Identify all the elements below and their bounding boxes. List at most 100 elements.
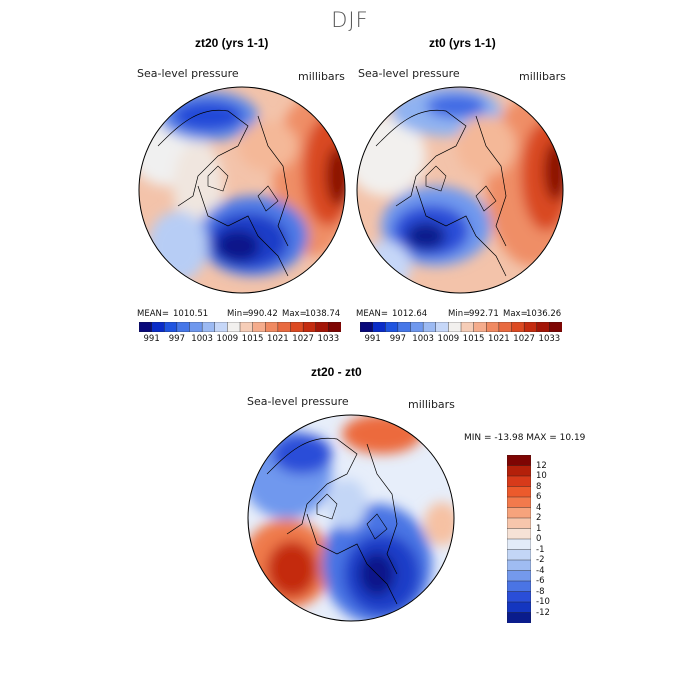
panel-2-max-value: 1036.26 <box>526 309 562 319</box>
panel-2-colorbar-tick-label: 1021 <box>488 334 510 344</box>
panel-3-colorbar-swatch <box>507 601 531 614</box>
panel-2-min-value: 992.71 <box>469 309 499 319</box>
panel-1-colorbar-swatch <box>189 322 203 332</box>
panel-2-polar-map <box>356 86 564 294</box>
panel-1-colorbar-tick-label: 991 <box>143 334 160 344</box>
panel-1-colorbar-tick-label: 1015 <box>241 334 264 344</box>
panel-1-colorbar-swatch <box>252 322 266 332</box>
panel-1-min-value: 990.42 <box>248 309 278 319</box>
panel-3-colorbar-tick-label: 10 <box>536 471 547 481</box>
panel-2-colorbar-swatch <box>422 322 437 332</box>
panel-2-colorbar-swatch <box>511 322 525 332</box>
panel-3-colorbar-swatch <box>507 612 531 623</box>
panel-1-colorbar-swatch <box>139 322 153 332</box>
panel-1-max-label: Max= <box>282 309 307 319</box>
panel-2-variable-label: Sea-level pressure <box>358 67 460 80</box>
panel-2-title: zt0 (yrs 1-1) <box>429 36 496 50</box>
panel-1-colorbar-tick-label: 1009 <box>216 334 239 344</box>
panel-2-min-label: Min= <box>448 309 471 319</box>
panel-2-colorbar-tick-label: 1009 <box>437 334 460 344</box>
panel-2-colorbar-swatch <box>523 322 538 332</box>
panel-2-colorbar-swatch <box>385 322 399 332</box>
panel-3-units-label: millibars <box>408 398 455 411</box>
panel-2-mean-value: 1012.64 <box>392 309 428 319</box>
panel-1-variable-label: Sea-level pressure <box>137 67 239 80</box>
panel-1-colorbar-swatch <box>176 322 191 332</box>
panel-3-colorbar-ticks: 12 10 8 6 4 2 1 0 -1 -2 -4 -6 -8 -10 -12 <box>536 455 576 623</box>
panel-3-colorbar-swatch <box>507 591 531 603</box>
panel-3-colorbar-tick-label: -2 <box>536 555 545 565</box>
panel-1-max-value: 1038.74 <box>305 309 341 319</box>
figure-title: DJF <box>331 8 369 32</box>
panel-1-mean-label: MEAN= <box>137 309 169 319</box>
panel-1-min-label: Min= <box>227 309 250 319</box>
panel-3-colorbar-tick-label: -6 <box>536 576 545 586</box>
panel-3-colorbar-tick-label: 12 <box>536 460 547 471</box>
panel-1-colorbar-tick-label: 1027 <box>292 334 314 344</box>
panel-3-colorbar-swatch <box>507 486 531 498</box>
panel-1-colorbar-swatch <box>328 322 341 332</box>
panel-1-colorbar-swatch <box>227 322 241 332</box>
panel-3-title: zt20 - zt0 <box>311 365 362 379</box>
panel-3-colorbar-tick-label: -4 <box>536 565 545 576</box>
panel-2-colorbar-swatch <box>473 322 487 332</box>
panel-2-mean-label: MEAN= <box>356 309 388 319</box>
panel-2-colorbar-swatch <box>397 322 412 332</box>
panel-3-colorbar-tick-label: 8 <box>536 481 542 492</box>
panel-1-colorbar-ticks: 991 997 1003 1009 1015 1021 1027 1033 <box>139 334 341 346</box>
panel-1-colorbar-tick-label: 1003 <box>191 334 213 344</box>
panel-1-colorbar <box>139 322 341 332</box>
panel-1-colorbar-swatch <box>151 322 165 332</box>
panel-2-colorbar-tick-label: 1015 <box>462 334 485 344</box>
panel-2-max-label: Max= <box>503 309 528 319</box>
panel-1-colorbar-tick-label: 1021 <box>267 334 289 344</box>
panel-3-colorbar-swatch <box>507 475 531 488</box>
panel-2-colorbar-swatch <box>372 322 386 332</box>
panel-1-title: zt20 (yrs 1-1) <box>195 36 269 50</box>
panel-2-colorbar-tick-label: 1033 <box>538 334 561 344</box>
panel-1-mean-value: 1010.51 <box>173 309 209 319</box>
panel-3-colorbar-swatch <box>507 549 531 561</box>
panel-3-colorbar-swatch <box>507 517 531 530</box>
panel-2-colorbar-swatch <box>460 322 475 332</box>
panel-2-colorbar-tick-label: 1027 <box>513 334 535 344</box>
panel-1-colorbar-swatch <box>201 322 216 332</box>
panel-2-colorbar-tick-label: 1003 <box>412 334 434 344</box>
panel-3-colorbar-swatch <box>507 496 531 509</box>
panel-2-colorbar-swatch <box>448 322 462 332</box>
panel-3-colorbar-tick-label: 2 <box>536 513 542 523</box>
panel-2-colorbar-swatch <box>435 322 449 332</box>
panel-3-colorbar-tick-label: 4 <box>536 502 542 513</box>
panel-1-colorbar-tick-label: 1033 <box>317 334 340 344</box>
panel-1-colorbar-swatch <box>290 322 304 332</box>
panel-3-colorbar-swatch <box>507 570 531 582</box>
panel-3-colorbar-tick-label: 0 <box>536 534 542 544</box>
panel-3-colorbar-swatch <box>507 580 531 593</box>
panel-1-colorbar-swatch <box>315 322 329 332</box>
panel-3-colorbar-swatch <box>507 538 531 551</box>
panel-3-colorbar-tick-label: 6 <box>536 492 542 502</box>
panel-2-colorbar-swatch <box>360 322 374 332</box>
panel-2-colorbar-swatch <box>549 322 562 332</box>
panel-3-min-max-text: MIN = -13.98 MAX = 10.19 <box>464 433 586 443</box>
panel-3-colorbar-swatch <box>507 528 531 540</box>
panel-1-colorbar-swatch <box>164 322 178 332</box>
panel-1-colorbar-swatch <box>265 322 279 332</box>
panel-2-colorbar <box>360 322 562 332</box>
panel-2-colorbar-tick-label: 991 <box>364 334 381 344</box>
panel-3-colorbar-swatch <box>507 465 531 477</box>
panel-1-polar-map <box>138 86 346 294</box>
panel-2-colorbar-swatch <box>498 322 513 332</box>
panel-1-units-label: millibars <box>298 70 345 83</box>
panel-2-colorbar-swatch <box>410 322 424 332</box>
panel-3-variable-label: Sea-level pressure <box>247 395 349 408</box>
panel-2-colorbar-swatch <box>536 322 550 332</box>
panel-2-colorbar-ticks: 991 997 1003 1009 1015 1021 1027 1033 <box>360 334 562 346</box>
panel-3-colorbar-tick-label: -1 <box>536 544 545 555</box>
panel-1-colorbar-swatch <box>214 322 228 332</box>
panel-3-polar-map <box>247 414 455 622</box>
panel-2-colorbar-tick-label: 997 <box>389 334 406 344</box>
panel-3-colorbar-tick-label: 1 <box>536 523 542 534</box>
panel-3-colorbar-swatch <box>507 507 531 519</box>
panel-3-colorbar-tick-label: -8 <box>536 586 545 597</box>
